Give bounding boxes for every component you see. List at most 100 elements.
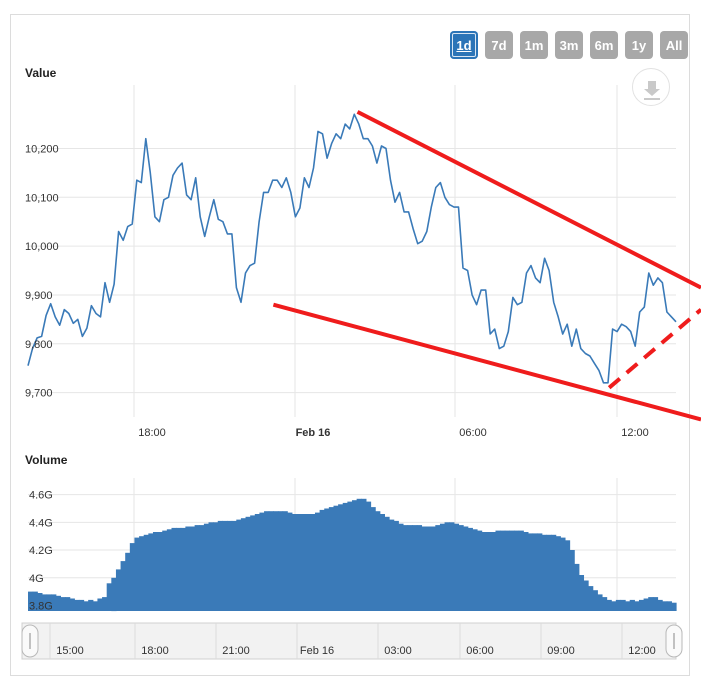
volume-bar <box>560 537 566 611</box>
volume-bar <box>384 516 390 611</box>
volume-bar <box>402 525 409 611</box>
volume-bar <box>347 501 353 611</box>
range-button-3m[interactable]: 3m <box>555 31 583 59</box>
volume-bar <box>569 550 575 611</box>
volume-bar <box>439 523 446 611</box>
range-button-1m[interactable]: 1m <box>520 31 548 59</box>
volume-bar <box>208 522 214 611</box>
volume-bar <box>444 522 450 611</box>
volume-bar <box>356 498 362 611</box>
volume-bar <box>88 599 94 611</box>
range-button-6m[interactable]: 6m <box>590 31 618 59</box>
volume-bar <box>476 530 483 611</box>
volume-bar <box>601 597 608 611</box>
volume-bar <box>69 598 75 611</box>
x-tick-label: Feb 16 <box>296 427 331 439</box>
volume-bar <box>157 532 163 611</box>
volume-bar <box>254 514 261 611</box>
volume-bar <box>231 520 237 611</box>
navigator-track <box>21 622 677 660</box>
volume-bar <box>129 543 136 611</box>
main-axis-title: Value <box>25 66 57 80</box>
volume-bar <box>671 602 677 611</box>
volume-bar <box>176 527 182 611</box>
volume-bar <box>245 516 251 611</box>
volume-bar <box>574 563 580 611</box>
volume-bar <box>342 502 348 611</box>
volume-bar <box>370 507 376 611</box>
volume-tick-label: 4.4G <box>29 517 53 529</box>
volume-bar <box>588 586 594 611</box>
volume-bar <box>83 601 89 611</box>
range-button-1d[interactable]: 1d <box>450 31 478 59</box>
volume-bar <box>412 525 418 611</box>
volume-bar <box>301 514 307 611</box>
navigator-tick-label: 03:00 <box>384 645 412 657</box>
volume-bar <box>338 504 344 611</box>
volume-bar <box>638 599 645 611</box>
price-series-line <box>27 113 677 384</box>
volume-bar <box>472 529 478 611</box>
volume-bar <box>352 500 358 611</box>
volume-bar <box>578 575 585 611</box>
volume-bar <box>532 533 538 611</box>
x-tick-label: 12:00 <box>621 427 649 439</box>
volume-bar <box>615 599 622 611</box>
volume-bar <box>180 527 186 611</box>
volume-bar <box>662 601 668 611</box>
volume-tick-label: 4G <box>29 573 44 585</box>
range-button-1y[interactable]: 1y <box>625 31 653 59</box>
volume-bar <box>509 530 515 611</box>
volume-bar <box>55 595 61 611</box>
navigator-tick-label: 15:00 <box>56 645 84 657</box>
trendline <box>272 302 701 422</box>
volume-bar <box>268 511 274 611</box>
volume-bar <box>319 509 325 611</box>
volume-bar <box>102 597 108 611</box>
volume-bar <box>537 533 543 611</box>
volume-bar <box>134 537 140 611</box>
volume-bar <box>41 594 48 611</box>
y-tick-label: 9,700 <box>25 388 53 400</box>
volume-bar <box>194 525 200 611</box>
volume-bar <box>185 526 191 611</box>
download-button[interactable] <box>632 68 670 106</box>
range-button-7d[interactable]: 7d <box>485 31 513 59</box>
download-icon <box>644 81 660 100</box>
volume-bar <box>666 601 672 611</box>
x-tick-label: 06:00 <box>459 427 487 439</box>
volume-bar <box>328 507 335 611</box>
volume-bar <box>541 534 547 611</box>
volume-bar <box>652 597 659 611</box>
volume-bar <box>120 561 126 611</box>
volume-bar <box>310 514 316 611</box>
volume-bar <box>277 511 284 611</box>
range-selector: 1d 7d 1m 3m 6m 1y All <box>450 31 688 59</box>
volume-bar <box>314 512 321 611</box>
volume-bar <box>648 597 654 611</box>
range-button-all[interactable]: All <box>660 31 688 59</box>
volume-bar <box>634 601 640 611</box>
volume-bar <box>305 514 311 611</box>
volume-bar <box>421 526 427 611</box>
volume-bar <box>139 536 145 611</box>
volume-bar <box>527 533 534 611</box>
volume-bar <box>333 505 339 611</box>
volume-bar <box>213 522 219 611</box>
volume-bar <box>523 532 529 611</box>
volume-bar <box>592 590 598 611</box>
volume-bar <box>106 583 112 611</box>
volume-bar <box>449 522 455 611</box>
volume-bar <box>467 527 473 611</box>
volume-bar <box>657 599 663 611</box>
volume-bar <box>273 511 279 611</box>
volume-bar <box>78 599 85 611</box>
volume-bar <box>564 540 571 611</box>
volume-bar <box>190 526 196 611</box>
volume-bar <box>199 525 205 611</box>
volume-bar <box>463 526 469 611</box>
volume-bar <box>393 520 399 611</box>
navigator-tick-label: 18:00 <box>141 645 169 657</box>
volume-bar <box>375 511 381 611</box>
